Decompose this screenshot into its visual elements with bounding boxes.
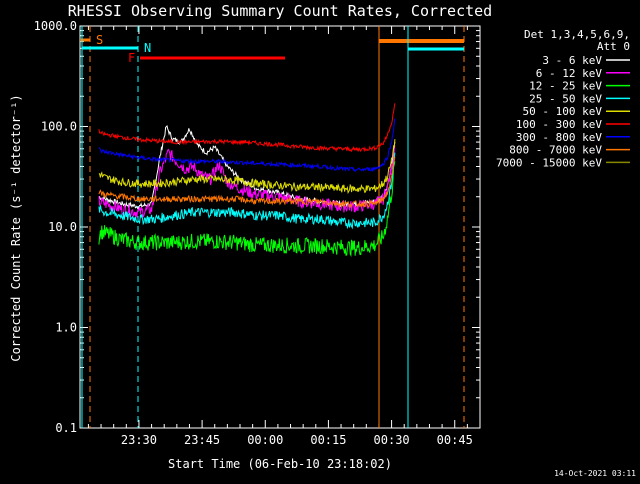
series-line-4 <box>98 139 396 195</box>
series-line-6 <box>98 118 396 173</box>
x-tick-label: 00:00 <box>247 433 283 447</box>
legend-entry-5: 100 - 300 keV <box>516 118 602 131</box>
series-lines <box>98 103 396 258</box>
x-tick-label: 00:15 <box>310 433 346 447</box>
series-line-2 <box>98 161 396 258</box>
y-tick-label: 10.0 <box>48 220 77 234</box>
x-tick-label: 00:30 <box>374 433 410 447</box>
x-tick-label: 00:45 <box>437 433 473 447</box>
saa-label: S <box>96 33 103 47</box>
series-line-7 <box>98 156 396 209</box>
y-tick-label: 100.0 <box>41 120 77 134</box>
legend-header: Det 1,3,4,5,6,9, <box>524 28 630 41</box>
legend-entry-3: 25 - 50 keV <box>529 92 602 105</box>
legend-entry-8: 7000 - 15000 keV <box>496 156 602 169</box>
legend-entry-0: 3 - 6 keV <box>542 54 602 67</box>
legend-entry-6: 300 - 800 keV <box>516 131 602 144</box>
x-axis-label: Start Time (06-Feb-10 23:18:02) <box>168 457 392 471</box>
series-line-1 <box>98 145 396 218</box>
night-label: N <box>144 41 151 55</box>
chart-title: RHESSI Observing Summary Count Rates, Co… <box>68 2 492 20</box>
legend-entry-7: 800 - 7000 keV <box>509 144 602 157</box>
x-tick-label: 23:45 <box>184 433 220 447</box>
y-tick-label: 0.1 <box>55 421 77 435</box>
legend-entry-4: 50 - 100 keV <box>523 105 603 118</box>
legend-entry-1: 6 - 12 keV <box>536 67 603 80</box>
y-tick-label: 1000.0 <box>34 19 77 33</box>
y-tick-label: 1.0 <box>55 321 77 335</box>
legend-entry-2: 12 - 25 keV <box>529 80 602 93</box>
state-markers: S NF <box>80 26 465 428</box>
legend-header: Att 0 <box>597 40 630 53</box>
x-tick-label: 23:30 <box>121 433 157 447</box>
series-line-5 <box>98 103 396 153</box>
y-axis-label: Corrected Count Rate (s⁻¹ detector⁻¹) <box>9 94 23 361</box>
y-axis-ticks: 1000.0 100.0 10.0 1.0 0.1 <box>34 19 480 435</box>
series-line-3 <box>98 152 396 230</box>
footer-timestamp: 14-Oct-2021 03:11 <box>554 469 636 478</box>
flare-label: F <box>128 51 135 65</box>
